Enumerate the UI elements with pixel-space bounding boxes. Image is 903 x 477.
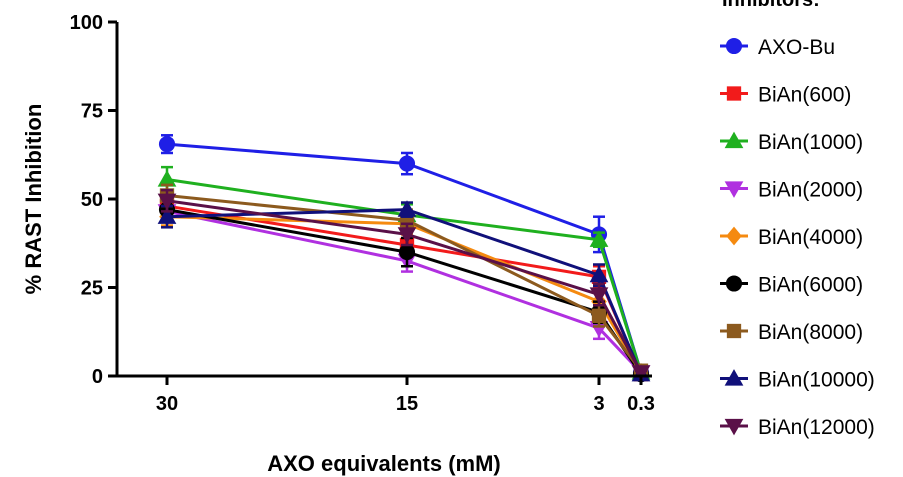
- legend-label: BiAn(4000): [758, 226, 863, 249]
- y-tick-label: 25: [81, 278, 103, 300]
- legend-title: Inhibitors:: [722, 0, 820, 11]
- y-tick-label: 50: [81, 189, 103, 211]
- series-line: [166, 178, 643, 373]
- data-point: [158, 136, 176, 153]
- y-tick-label: 0: [92, 366, 103, 388]
- x-tick-label: 3: [593, 393, 604, 415]
- legend-marker: [725, 37, 743, 55]
- data-point: [157, 207, 177, 224]
- legend-marker: [724, 369, 744, 386]
- data-point: [589, 287, 609, 304]
- data-point: [157, 193, 177, 211]
- data-point: [589, 265, 609, 283]
- legend-marker: [724, 418, 744, 436]
- legend-marker: [726, 226, 742, 246]
- data-point: [397, 227, 417, 244]
- legend-entry: BiAn(1000): [720, 131, 863, 154]
- x-tick-label: 15: [396, 393, 418, 415]
- y-tick-label: 75: [81, 101, 103, 123]
- legend-label: BiAn(10000): [758, 369, 875, 392]
- data-point: [398, 244, 416, 261]
- data-point: [631, 365, 651, 382]
- data-point: [589, 321, 609, 338]
- data-point: [589, 230, 609, 247]
- series-line: [166, 209, 643, 374]
- legend-marker: [726, 323, 742, 339]
- legend-entry: BiAn(12000): [720, 416, 875, 439]
- legend-entry: BiAn(2000): [720, 179, 863, 202]
- legend-label: BiAn(6000): [758, 274, 863, 297]
- series-line: [166, 208, 643, 375]
- series-BiAn(12000): [157, 188, 651, 382]
- data-point: [398, 155, 416, 172]
- legend-entry: AXO-Bu: [720, 36, 835, 59]
- legend-marker: [725, 275, 743, 292]
- legend-entry: BiAn(8000): [720, 321, 863, 344]
- data-point: [157, 170, 177, 187]
- legend-label: BiAn(12000): [758, 416, 875, 439]
- legend-entry: BiAn(6000): [720, 274, 863, 297]
- x-axis-title: AXO equivalents (mM): [267, 451, 500, 476]
- legend-entry: BiAn(4000): [720, 226, 863, 249]
- legend-marker: [726, 86, 742, 101]
- y-axis-title: % RAST Inhibition: [21, 104, 46, 295]
- legend-label: AXO-Bu: [758, 36, 835, 59]
- series-line: [166, 199, 643, 374]
- data-point: [591, 308, 607, 323]
- legend-label: BiAn(1000): [758, 131, 863, 154]
- legend-entry: BiAn(10000): [720, 369, 875, 392]
- legend-marker: [724, 181, 744, 198]
- series-line: [166, 215, 643, 374]
- legend: Inhibitors: AXO-Bu BiAn(600) BiAn(1000) BiA…: [720, 0, 875, 439]
- x-tick-label: 30: [156, 393, 178, 415]
- x-tick-label: 0.3: [627, 393, 655, 415]
- series-line: [166, 193, 643, 372]
- legend-entry: BiAn(600): [720, 84, 851, 107]
- y-tick-label: 100: [70, 12, 103, 34]
- legend-label: BiAn(600): [758, 84, 851, 107]
- data-point: [397, 200, 417, 217]
- legend-label: BiAn(2000): [758, 179, 863, 202]
- legend-marker: [724, 131, 744, 149]
- ticks: 0 25 50 75 100 30 15 3 0.3: [70, 12, 655, 415]
- plot-area: [157, 134, 651, 383]
- legend-label: BiAn(8000): [758, 321, 863, 344]
